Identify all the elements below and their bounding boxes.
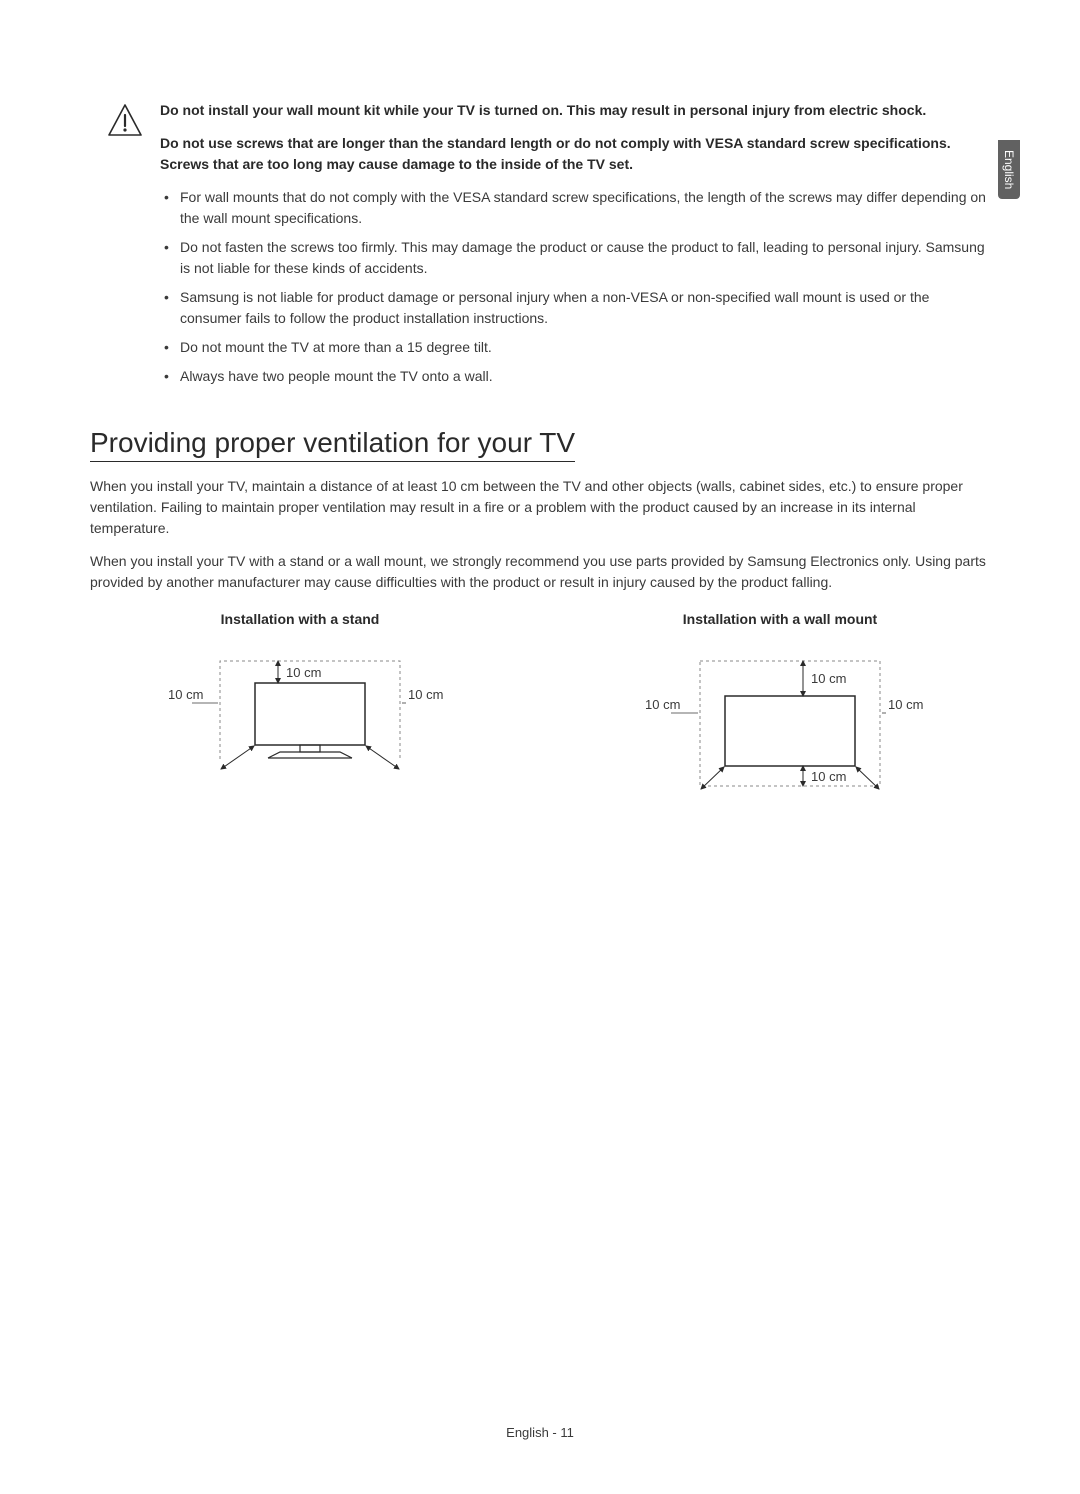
warning-block: Do not install your wall mount kit while… bbox=[90, 100, 990, 395]
stand-label-top: 10 cm bbox=[286, 665, 321, 680]
warning-bullet: Do not fasten the screws too firmly. Thi… bbox=[160, 237, 990, 279]
wall-label-bottom: 10 cm bbox=[811, 769, 846, 784]
stand-label-left: 10 cm bbox=[168, 687, 203, 702]
diagram-stand-title: Installation with a stand bbox=[221, 611, 380, 627]
warning-bullet: For wall mounts that do not comply with … bbox=[160, 187, 990, 229]
language-tab: English bbox=[998, 140, 1020, 199]
diagram-stand: Installation with a stand bbox=[90, 611, 510, 811]
wall-label-right: 10 cm bbox=[888, 697, 923, 712]
section-heading: Providing proper ventilation for your TV bbox=[90, 427, 575, 462]
diagrams-row: Installation with a stand bbox=[90, 611, 990, 811]
wall-label-left: 10 cm bbox=[645, 697, 680, 712]
warning-bullets: For wall mounts that do not comply with … bbox=[160, 187, 990, 387]
warning-bullet: Do not mount the TV at more than a 15 de… bbox=[160, 337, 990, 358]
wall-label-top: 10 cm bbox=[811, 671, 846, 686]
diagram-stand-svg: 10 cm 10 cm 10 cm bbox=[150, 641, 450, 791]
warning-bullet: Samsung is not liable for product damage… bbox=[160, 287, 990, 329]
warning-body: Do not install your wall mount kit while… bbox=[160, 100, 990, 395]
diagram-wall-title: Installation with a wall mount bbox=[683, 611, 877, 627]
diagram-wall: Installation with a wall mount 10 cm bbox=[570, 611, 990, 811]
page-footer: English - 11 bbox=[0, 1425, 1080, 1440]
stand-label-right: 10 cm bbox=[408, 687, 443, 702]
warning-para-1: Do not install your wall mount kit while… bbox=[160, 100, 990, 121]
warning-bullet: Always have two people mount the TV onto… bbox=[160, 366, 990, 387]
warning-para-2: Do not use screws that are longer than t… bbox=[160, 133, 990, 175]
diagram-wall-svg: 10 cm 10 cm 10 cm 10 cm bbox=[625, 641, 935, 811]
page-content: Do not install your wall mount kit while… bbox=[0, 0, 1080, 811]
section-para-2: When you install your TV with a stand or… bbox=[90, 551, 990, 593]
section-para-1: When you install your TV, maintain a dis… bbox=[90, 476, 990, 539]
warning-icon bbox=[108, 104, 142, 136]
